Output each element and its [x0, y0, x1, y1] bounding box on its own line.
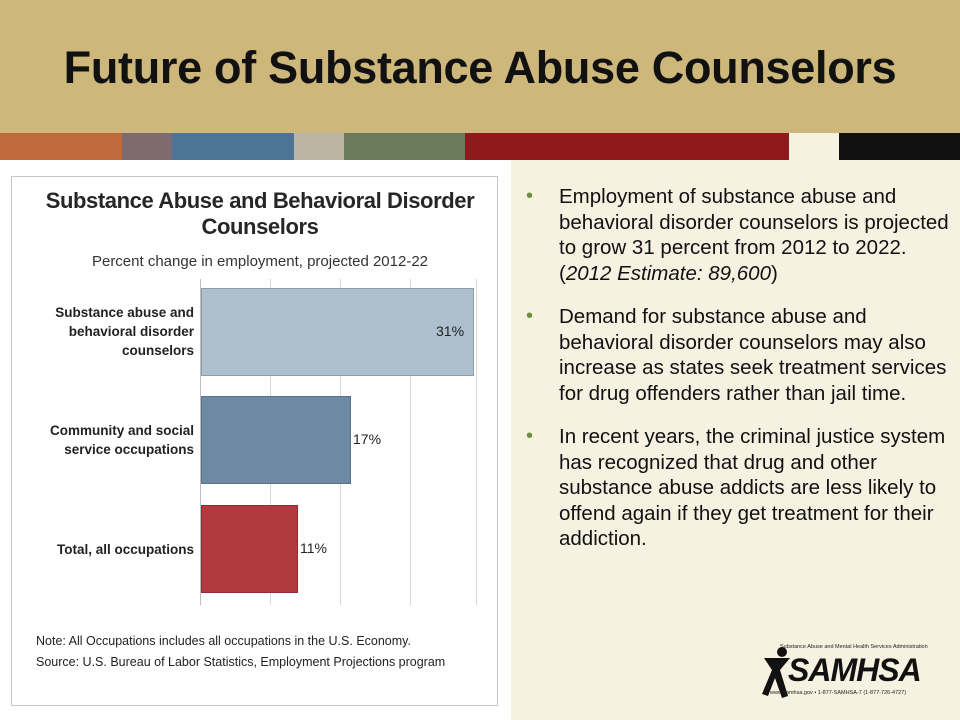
stripe-6: [465, 133, 789, 160]
bullet-text-2: Demand for substance abuse and behaviora…: [559, 305, 947, 405]
stripe-7: [789, 133, 839, 160]
bullet-item-1: • Employment of substance abuse and beha…: [526, 184, 954, 286]
logo-bottom-text: www.samhsa.gov • 1-877-SAMHSA-7 (1-877-7…: [770, 690, 907, 696]
bullet-dot-icon: •: [526, 425, 534, 447]
bullet-list: • Employment of substance abuse and beha…: [526, 184, 954, 570]
bullet-item-3: • In recent years, the criminal justice …: [526, 424, 954, 552]
value-label-2: 11%: [300, 540, 327, 556]
chart-frame: [11, 176, 498, 706]
chart-title-text: Substance Abuse and Behavioral Disorder …: [45, 188, 475, 239]
category-label-1: Community and social service occupations: [49, 423, 194, 457]
value-label-1: 17%: [353, 431, 382, 447]
gridline: [476, 279, 477, 605]
bullet-text-3: In recent years, the criminal justice sy…: [559, 425, 946, 550]
bar-total-all-occupations: [201, 505, 298, 593]
logo-top-text: Substance Abuse and Mental Health Servic…: [780, 644, 928, 650]
title-band: [0, 0, 960, 133]
y-axis-line: [200, 279, 201, 605]
stripe-1: [0, 133, 122, 160]
category-label-0: Substance abuse and behavioral disorder …: [55, 305, 194, 358]
chart-subtitle: Percent change in employment, projected …: [91, 253, 429, 270]
bullet-italic-1: 2012 Estimate: 89,600: [565, 261, 771, 285]
chart-title: Substance Abuse and Behavioral Disorder …: [40, 188, 480, 240]
stripe-3: [172, 133, 294, 160]
chart-source: Source: U.S. Bureau of Labor Statistics,…: [36, 655, 446, 669]
slide-title: Future of Substance Abuse Counselors: [63, 42, 897, 93]
bullet-item-2: • Demand for substance abuse and behavio…: [526, 304, 954, 406]
stripe-4: [294, 133, 344, 160]
bar-substance-abuse-counselors: [201, 288, 474, 376]
person-icon: [762, 647, 790, 698]
bullet-dot-icon: •: [526, 185, 534, 207]
bullet-text-1: Employment of substance abuse and behavi…: [559, 185, 949, 285]
bullet-dot-icon: •: [526, 305, 534, 327]
stripe-2: [122, 133, 172, 160]
logo-wordmark: SAMHSA: [788, 652, 922, 688]
samhsa-logo: [756, 640, 931, 712]
value-label-0: 31%: [436, 323, 465, 339]
chart-note: Note: All Occupations includes all occup…: [36, 634, 411, 648]
category-label-2: Total, all occupations: [56, 542, 194, 557]
bar-community-social-service: [201, 396, 351, 484]
gridline: [410, 279, 411, 605]
stripe-5: [344, 133, 465, 160]
bullet-after-1: ): [770, 261, 778, 285]
stripe-8: [839, 133, 960, 160]
